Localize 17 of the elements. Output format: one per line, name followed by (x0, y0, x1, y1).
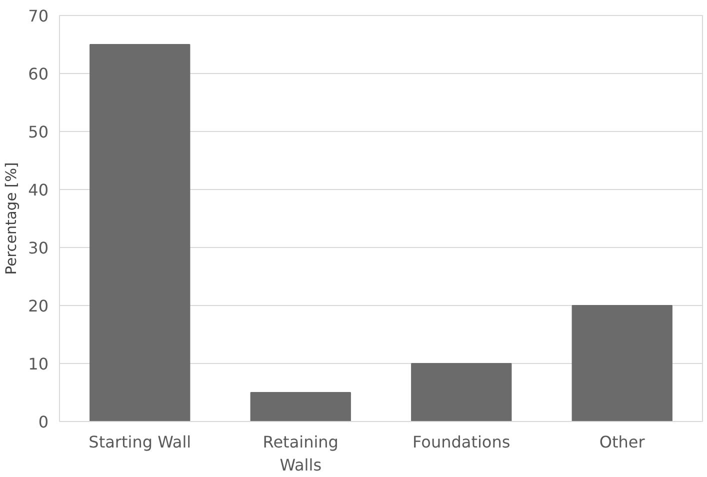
bar (90, 44, 190, 422)
bar (572, 305, 672, 422)
y-tick-label: 20 (28, 296, 48, 316)
bar (411, 363, 512, 422)
y-tick-label: 0 (38, 412, 49, 432)
y-axis-title: Percentage [%] (3, 162, 20, 275)
y-tick-label: 70 (28, 6, 48, 26)
x-tick-label: Foundations (412, 432, 510, 452)
x-tick-label: Retaining Walls (262, 432, 338, 474)
y-tick-label: 10 (28, 354, 48, 374)
bar (250, 392, 351, 422)
y-tick-label: 60 (28, 64, 48, 84)
x-tick-label: Starting Wall (88, 432, 192, 452)
y-tick-label: 50 (28, 122, 48, 142)
x-tick-label: Other (599, 432, 646, 452)
y-tick-label: 30 (28, 238, 48, 258)
y-tick-label: 40 (28, 180, 48, 200)
